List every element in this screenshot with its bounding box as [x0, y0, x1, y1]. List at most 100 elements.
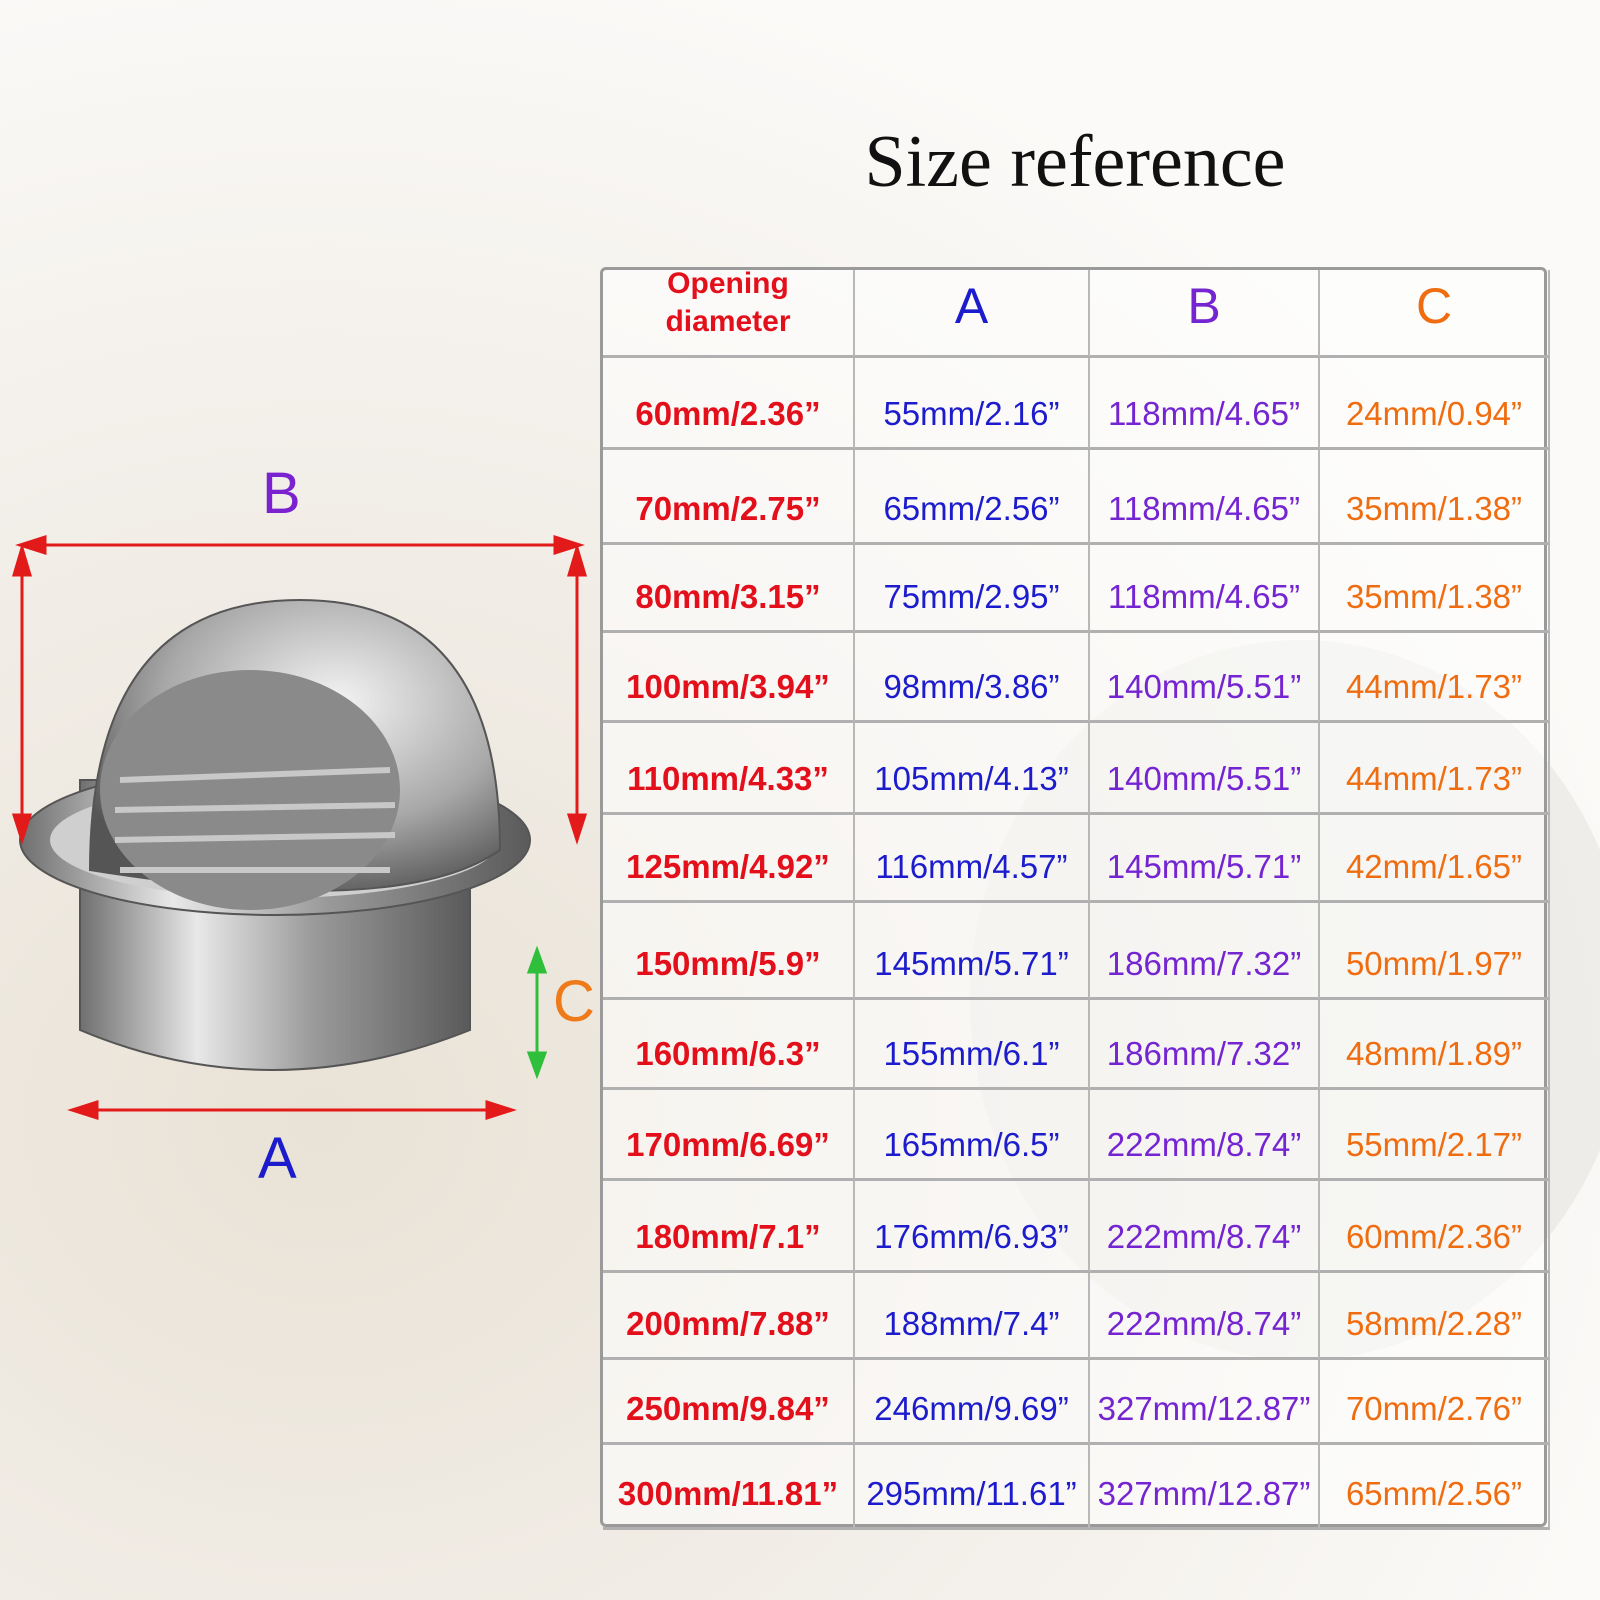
table-cell: 125mm/4.92”: [603, 815, 855, 903]
table-cell: 200mm/7.88”: [603, 1273, 855, 1360]
table-cell: 58mm/2.28”: [1320, 1273, 1550, 1360]
table-cell-text: 160mm/6.3”: [635, 1035, 821, 1072]
table-cell-text: 65mm/2.56”: [1345, 1475, 1523, 1512]
table-cell: 118mm/4.65”: [1090, 358, 1320, 450]
table-cell: 98mm/3.86”: [855, 633, 1090, 723]
table-cell: 222mm/8.74”: [1090, 1181, 1320, 1273]
table-cell: 246mm/9.69”: [855, 1360, 1090, 1445]
table-cell-text: 118mm/4.65”: [1108, 395, 1300, 432]
table-cell: 118mm/4.65”: [1090, 545, 1320, 633]
table-cell-text: 125mm/4.92”: [626, 848, 830, 885]
table-cell: 250mm/9.84”: [603, 1360, 855, 1445]
table-cell: 295mm/11.61”: [855, 1445, 1090, 1530]
table-cell-text: 105mm/4.13”: [874, 760, 1069, 797]
table-cell-text: 150mm/5.9”: [635, 945, 821, 982]
table-cell-text: 35mm/1.38”: [1345, 490, 1523, 527]
header-cell-text: B: [1187, 278, 1221, 334]
table-cell-text: 35mm/1.38”: [1345, 578, 1523, 615]
table-cell: 300mm/11.81”: [603, 1445, 855, 1530]
table-cell-text: 300mm/11.81”: [617, 1475, 839, 1512]
table-cell: 155mm/6.1”: [855, 1000, 1090, 1090]
table-cell-text: 222mm/8.74”: [1106, 1126, 1302, 1163]
table-cell: 170mm/6.69”: [603, 1090, 855, 1181]
table-cell: 24mm/0.94”: [1320, 358, 1550, 450]
table-cell-text: 145mm/5.71”: [1106, 848, 1302, 885]
table-cell-text: 80mm/3.15”: [635, 578, 821, 615]
table-cell: 160mm/6.3”: [603, 1000, 855, 1090]
table-cell-text: 140mm/5.51”: [1106, 668, 1302, 705]
table-cell: 55mm/2.17”: [1320, 1090, 1550, 1181]
table-cell-text: 48mm/1.89”: [1345, 1035, 1523, 1072]
table-cell-text: 50mm/1.97”: [1345, 945, 1523, 982]
table-cell: 186mm/7.32”: [1090, 1000, 1320, 1090]
table-cell-text: 65mm/2.56”: [883, 490, 1060, 527]
table-cell: 150mm/5.9”: [603, 903, 855, 1000]
header-cell: C: [1320, 270, 1550, 358]
table-cell: 145mm/5.71”: [855, 903, 1090, 1000]
table-cell: 70mm/2.75”: [603, 450, 855, 545]
header-cell-text: C: [1415, 278, 1453, 334]
dimension-label-b: B: [262, 461, 301, 526]
table-cell-text: 55mm/2.17”: [1345, 1126, 1523, 1163]
table-cell: 116mm/4.57”: [855, 815, 1090, 903]
size-table: Opening diameter A B C 60mm/2.36” 55mm/2.16” 1…: [600, 267, 1550, 1530]
table-cell: 145mm/5.71”: [1090, 815, 1320, 903]
table-cell: 186mm/7.32”: [1090, 903, 1320, 1000]
table-cell: 327mm/12.87”: [1090, 1445, 1320, 1530]
table-cell-text: 140mm/5.51”: [1106, 760, 1302, 797]
table-cell: 75mm/2.95”: [855, 545, 1090, 633]
table-cell-text: 180mm/7.1”: [635, 1218, 821, 1255]
table-cell-text: 118mm/4.65”: [1108, 490, 1300, 527]
table-cell: 118mm/4.65”: [1090, 450, 1320, 545]
table-cell-text: 222mm/8.74”: [1106, 1305, 1302, 1342]
table-cell-text: 75mm/2.95”: [883, 578, 1060, 615]
table-cell: 65mm/2.56”: [855, 450, 1090, 545]
table-cell-text: 295mm/11.61”: [866, 1475, 1077, 1512]
table-cell-text: 70mm/2.75”: [635, 490, 821, 527]
table-cell: 70mm/2.76”: [1320, 1360, 1550, 1445]
table-cell: 35mm/1.38”: [1320, 450, 1550, 545]
table-cell-text: 186mm/7.32”: [1106, 1035, 1302, 1072]
table-cell-text: 327mm/12.87”: [1097, 1475, 1311, 1512]
table-cell-text: 200mm/7.88”: [626, 1305, 830, 1342]
table-cell-text: 250mm/9.84”: [626, 1390, 830, 1427]
table-cell: 222mm/8.74”: [1090, 1090, 1320, 1181]
table-cell-text: 222mm/8.74”: [1106, 1218, 1302, 1255]
table-cell-text: 58mm/2.28”: [1345, 1305, 1523, 1342]
table-cell-text: 170mm/6.69”: [626, 1126, 830, 1163]
table-cell-text: 24mm/0.94”: [1345, 395, 1523, 432]
table-cell: 110mm/4.33”: [603, 723, 855, 815]
table-cell: 80mm/3.15”: [603, 545, 855, 633]
table-cell: 140mm/5.51”: [1090, 633, 1320, 723]
table-cell: 180mm/7.1”: [603, 1181, 855, 1273]
table-cell: 188mm/7.4”: [855, 1273, 1090, 1360]
dimension-label-a: A: [258, 1126, 297, 1191]
table-cell: 100mm/3.94”: [603, 633, 855, 723]
table-cell-text: 60mm/2.36”: [1345, 1218, 1523, 1255]
table-cell: 44mm/1.73”: [1320, 723, 1550, 815]
table-cell-text: 55mm/2.16”: [883, 395, 1060, 432]
table-cell-text: 110mm/4.33”: [627, 760, 829, 797]
table-cell-text: 70mm/2.76”: [1345, 1390, 1523, 1427]
table-cell-text: 145mm/5.71”: [874, 945, 1069, 982]
header-cell-text: Opening diameter: [665, 267, 791, 338]
header-cell-text: A: [954, 278, 989, 334]
table-cell-text: 98mm/3.86”: [883, 668, 1060, 705]
dimension-label-c: C: [553, 969, 595, 1034]
table-cell: 327mm/12.87”: [1090, 1360, 1320, 1445]
table-cell: 42mm/1.65”: [1320, 815, 1550, 903]
table-cell: 50mm/1.97”: [1320, 903, 1550, 1000]
table-cell-text: 155mm/6.1”: [883, 1035, 1060, 1072]
table-cell: 35mm/1.38”: [1320, 545, 1550, 633]
table-cell-text: 44mm/1.73”: [1345, 668, 1523, 705]
table-cell: 140mm/5.51”: [1090, 723, 1320, 815]
header-cell: A: [855, 270, 1090, 358]
table-cell: 222mm/8.74”: [1090, 1273, 1320, 1360]
table-cell: 44mm/1.73”: [1320, 633, 1550, 723]
table-cell: 48mm/1.89”: [1320, 1000, 1550, 1090]
table-cell-text: 188mm/7.4”: [883, 1305, 1060, 1342]
table-cell: 65mm/2.56”: [1320, 1445, 1550, 1530]
table-cell-text: 44mm/1.73”: [1345, 760, 1523, 797]
table-cell-text: 42mm/1.65”: [1345, 848, 1523, 885]
